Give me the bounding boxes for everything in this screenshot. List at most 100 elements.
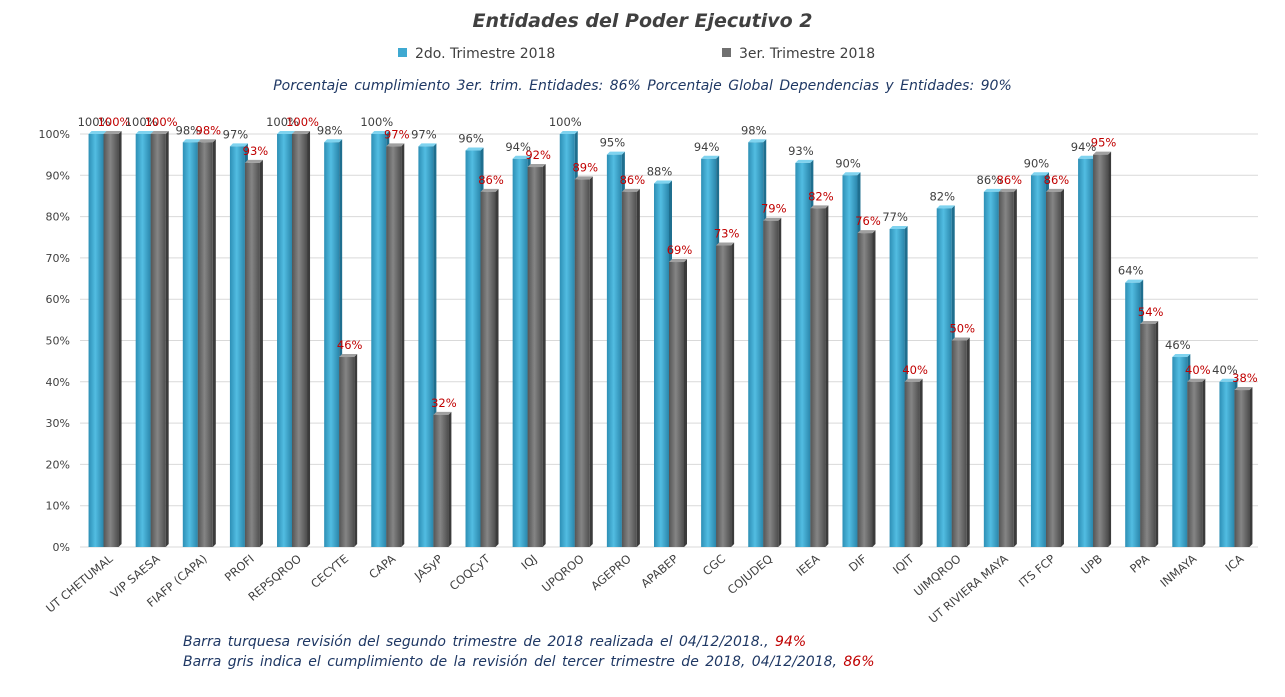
y-tick-label: 90% <box>46 169 70 182</box>
bar-2do-trim-top <box>983 188 1002 192</box>
data-label-2do-trim: 100% <box>266 115 299 129</box>
bar-3er-trim-top <box>621 188 640 192</box>
bar-3er-trim-side <box>684 259 687 547</box>
bar-2do-trim-top <box>748 139 767 143</box>
bar-3er-trim-side <box>495 188 499 547</box>
bar-3er-trim-side <box>825 205 829 547</box>
bar-2do-trim-top <box>512 155 531 159</box>
bar-3er-trim-top <box>1140 320 1159 324</box>
data-label-3er-trim: 38% <box>1232 371 1258 385</box>
data-label-3er-trim: 100% <box>286 115 319 129</box>
x-tick-label: ICA <box>1223 551 1247 574</box>
bar-2do-trim-top <box>936 205 955 209</box>
y-tick-label: 70% <box>46 252 70 265</box>
bar-2do-trim-top <box>654 180 672 184</box>
data-label-2do-trim: 88% <box>647 165 673 179</box>
x-tick-label: UT CHETUMAL <box>43 551 116 615</box>
bar-2do-trim-top <box>1078 155 1097 159</box>
bar-2do-trim-top <box>606 151 625 155</box>
bar-2do-trim <box>1125 282 1141 547</box>
bar-3er-trim-top <box>998 188 1017 192</box>
bar-2do-trim-top <box>465 147 484 151</box>
bar-3er-trim-side <box>589 176 593 547</box>
x-tick-label: COQCyT <box>447 551 494 593</box>
data-label-3er-trim: 97% <box>384 127 410 141</box>
bar-2do-trim <box>465 150 481 547</box>
bar-2do-trim-top <box>889 225 908 229</box>
bar-2do-trim <box>324 142 340 547</box>
bar-3er-trim-top <box>1093 151 1112 155</box>
data-label-3er-trim: 86% <box>478 173 504 187</box>
bar-2do-trim <box>748 142 764 547</box>
x-tick-label: ITS FCP <box>1016 552 1058 590</box>
legend-item-series1: 2do. Trimestre 2018 <box>398 46 555 62</box>
bar-3er-trim-side <box>872 230 876 547</box>
bar-3er-trim-top <box>197 139 216 143</box>
data-label-2do-trim: 46% <box>1165 338 1191 352</box>
bar-3er-trim <box>292 134 308 547</box>
bar-3er-trim <box>339 357 355 547</box>
bar-3er-trim <box>386 146 402 547</box>
bar-2do-trim <box>1078 158 1094 547</box>
data-label-3er-trim: 54% <box>1138 305 1164 319</box>
bar-3er-trim-top <box>1234 387 1253 391</box>
bar-2do-trim-top <box>371 131 390 134</box>
x-tick-label: DIF <box>846 552 869 575</box>
bar-2do-trim-top <box>701 155 720 159</box>
bar-2do-trim-top <box>1219 378 1238 382</box>
data-label-3er-trim: 40% <box>1185 363 1211 377</box>
footnote-turquoise: Barra turquesa revisión del segundo trim… <box>183 634 806 650</box>
bar-2do-trim <box>371 134 387 547</box>
bar-3er-trim-top <box>433 411 452 415</box>
bar-2do-trim-top <box>182 139 201 143</box>
bar-3er-trim-top <box>527 164 546 168</box>
data-label-2do-trim: 94% <box>1071 140 1097 154</box>
x-tick-label: IQJ <box>518 552 539 573</box>
bar-3er-trim-top <box>339 354 358 358</box>
data-label-2do-trim: 93% <box>788 144 814 158</box>
bar-2do-trim <box>1219 381 1235 547</box>
x-tick-label: PROFI <box>222 552 257 585</box>
bar-3er-trim <box>669 262 684 547</box>
bar-3er-trim-side <box>1060 188 1064 547</box>
bar-2do-trim <box>701 158 717 547</box>
data-label-2do-trim: 64% <box>1118 264 1144 278</box>
bar-3er-trim <box>1187 381 1203 547</box>
bar-3er-trim-side <box>448 411 452 547</box>
legend-swatch-turquoise <box>398 48 407 57</box>
y-tick-label: 20% <box>46 458 70 471</box>
bar-2do-trim <box>1030 175 1046 548</box>
bar-3er-trim-top <box>951 337 970 341</box>
bar-3er-trim <box>904 381 920 547</box>
bar-2do-trim-top <box>88 131 107 134</box>
x-tick-label: COJUDEQ <box>725 552 775 597</box>
x-tick-label: JASyP <box>411 552 445 584</box>
y-tick-label: 80% <box>46 211 70 224</box>
bar-3er-trim <box>621 191 637 547</box>
footnote-gray: Barra gris indica el cumplimiento de la … <box>183 654 875 670</box>
bar-2do-trim-top <box>842 172 861 176</box>
bar-3er-trim <box>150 134 166 547</box>
data-label-3er-trim: 82% <box>808 189 834 203</box>
bar-3er-trim-top <box>480 188 499 192</box>
data-label-3er-trim: 69% <box>667 243 693 257</box>
data-label-3er-trim: 89% <box>572 160 598 174</box>
data-label-3er-trim: 100% <box>145 115 178 129</box>
data-label-2do-trim: 90% <box>835 156 861 170</box>
bar-2do-trim <box>983 191 999 547</box>
data-label-3er-trim: 40% <box>902 363 928 377</box>
x-tick-label: APABEP <box>638 552 681 591</box>
bar-3er-trim-side <box>165 131 169 547</box>
bar-3er-trim <box>998 191 1014 547</box>
data-label-3er-trim: 79% <box>761 202 787 216</box>
bar-2do-trim <box>1172 357 1188 547</box>
bar-3er-trim-top <box>904 378 923 382</box>
data-label-2do-trim: 90% <box>1024 156 1050 170</box>
bar-3er-trim-side <box>1013 188 1017 547</box>
data-label-2do-trim: 86% <box>977 173 1003 187</box>
bar-3er-trim-side <box>354 354 358 547</box>
bar-3er-trim-side <box>636 188 640 547</box>
data-label-3er-trim: 98% <box>196 123 222 137</box>
bar-2do-trim <box>229 146 245 547</box>
bar-2do-trim <box>88 134 104 547</box>
